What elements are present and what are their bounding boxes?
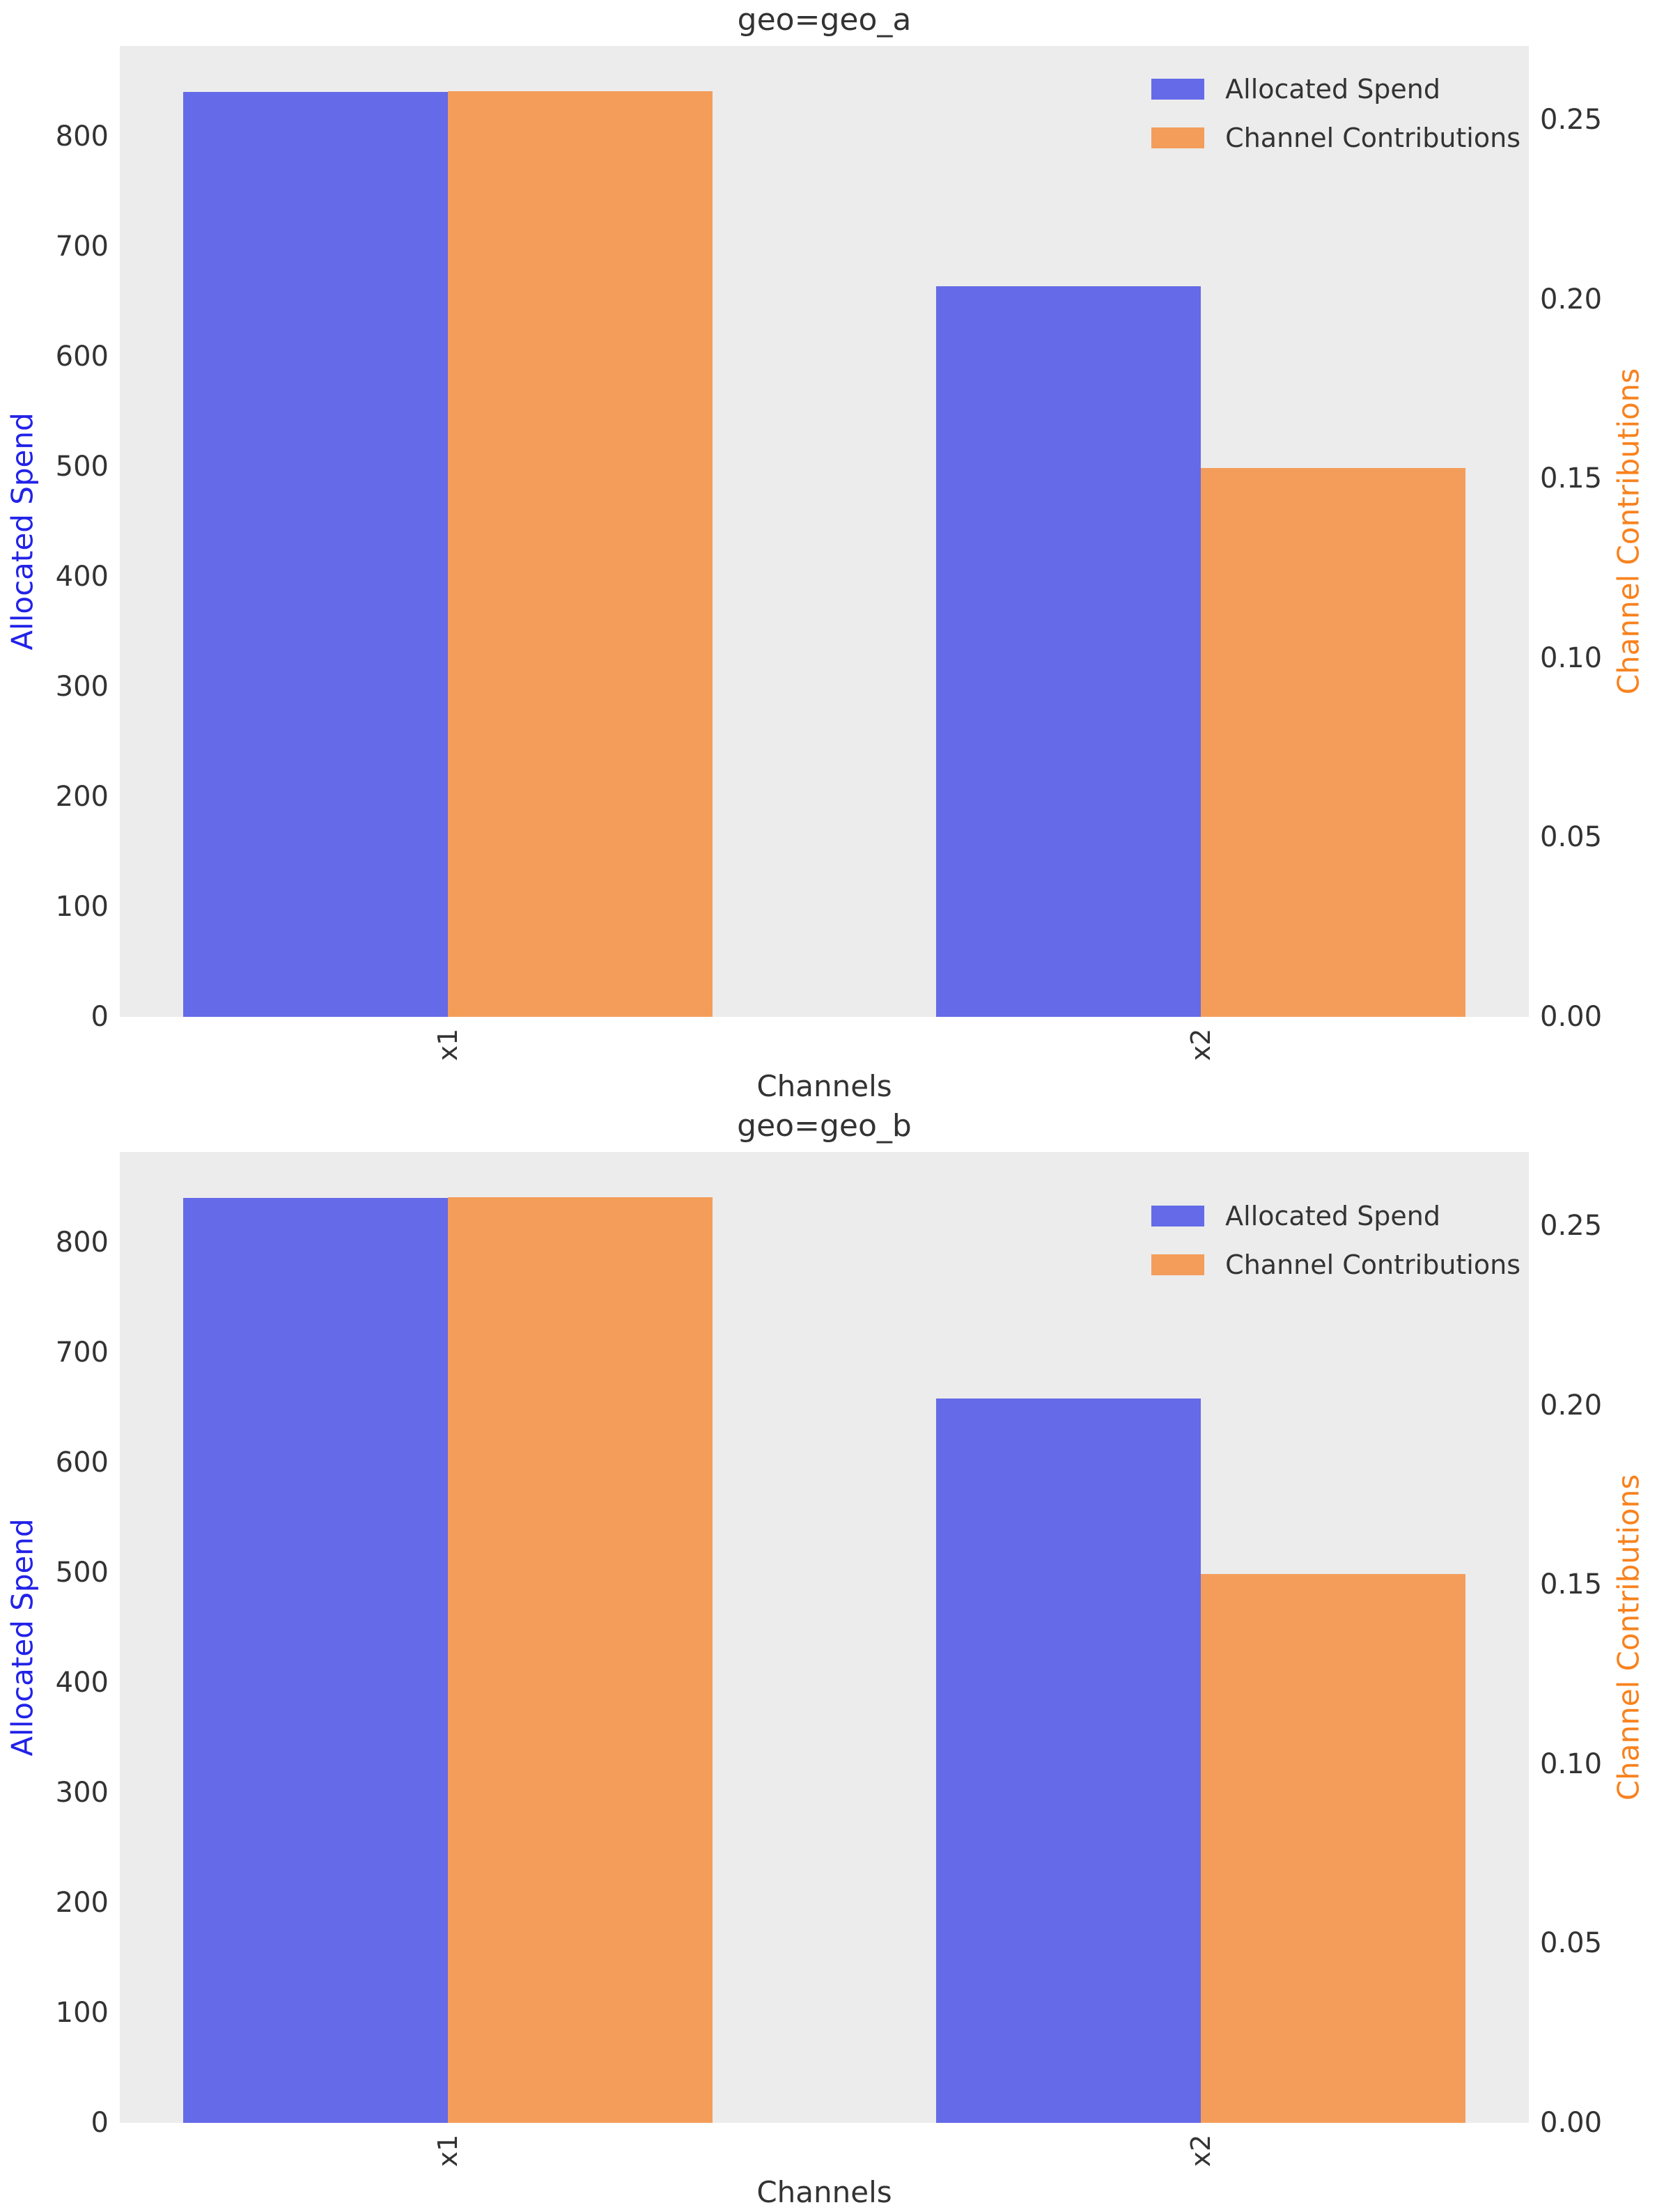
contribution-swatch-icon: [1151, 1254, 1205, 1275]
legend-entry-allocated-spend: Allocated Spend: [1151, 74, 1520, 104]
contribution-swatch-icon: [1151, 127, 1205, 148]
contribution-bar-x2: [1200, 467, 1465, 1017]
left-tick-700: 700: [55, 230, 109, 263]
x-tick-x2: x2: [1185, 1028, 1216, 1061]
left-tick-400: 400: [55, 560, 109, 593]
contribution-bar-x2: [1200, 1573, 1465, 2123]
legend-label: Allocated Spend: [1225, 74, 1441, 104]
contribution-bar-x1: [448, 1197, 713, 2123]
spend-swatch-icon: [1151, 79, 1205, 100]
left-tick-200: 200: [55, 1886, 109, 1919]
left-tick-200: 200: [55, 780, 109, 813]
left-tick-500: 500: [55, 450, 109, 483]
right-tick-0.15: 0.15: [1540, 1568, 1603, 1601]
spend-bar-x1: [183, 1198, 449, 2123]
chart-title: geo=geo_a: [737, 2, 912, 38]
spend-bar-x1: [183, 92, 449, 1017]
right-tick-0.20: 0.20: [1540, 283, 1603, 316]
left-tick-0: 0: [91, 1001, 109, 1033]
right-tick-0.05: 0.05: [1540, 1927, 1603, 1960]
legend-entry-allocated-spend: Allocated Spend: [1151, 1201, 1520, 1231]
left-tick-300: 300: [55, 1776, 109, 1809]
left-tick-800: 800: [55, 1226, 109, 1259]
spend-swatch-icon: [1151, 1206, 1205, 1226]
legend-label: Allocated Spend: [1225, 1201, 1441, 1231]
y-axis-label-right: Channel Contributions: [1611, 1474, 1646, 1801]
legend-label: Channel Contributions: [1225, 123, 1520, 153]
left-tick-500: 500: [55, 1556, 109, 1589]
legend-entry-channel-contributions: Channel Contributions: [1151, 1249, 1520, 1280]
left-tick-800: 800: [55, 120, 109, 153]
right-tick-0.00: 0.00: [1540, 2107, 1603, 2139]
left-tick-100: 100: [55, 1996, 109, 2029]
right-tick-0.20: 0.20: [1540, 1389, 1603, 1422]
right-tick-0.15: 0.15: [1540, 462, 1603, 495]
right-tick-0.25: 0.25: [1540, 104, 1603, 137]
x-tick-x2: x2: [1185, 2134, 1216, 2167]
y-axis-label-left: Allocated Spend: [5, 1518, 40, 1757]
subplot-geo-a: geo=geo_a Allocated Spend Channel Contri…: [5, 2, 1646, 1103]
right-tick-0.05: 0.05: [1540, 821, 1603, 854]
left-tick-600: 600: [55, 340, 109, 373]
legend: Allocated Spend Channel Contributions: [1151, 1201, 1520, 1280]
x-axis-label: Channels: [756, 2175, 892, 2209]
legend-entry-channel-contributions: Channel Contributions: [1151, 123, 1520, 153]
legend: Allocated Spend Channel Contributions: [1151, 74, 1520, 153]
left-tick-400: 400: [55, 1666, 109, 1699]
bars-container: [120, 46, 1529, 1017]
right-tick-0.10: 0.10: [1540, 1747, 1603, 1780]
right-tick-0.10: 0.10: [1540, 641, 1603, 674]
x-tick-x1: x1: [433, 1028, 464, 1061]
left-tick-300: 300: [55, 670, 109, 703]
contribution-bar-x1: [448, 91, 713, 1017]
subplot-geo-b: geo=geo_b Allocated Spend Channel Contri…: [0, 1106, 1657, 2212]
plot-area: Allocated Spend Channel Contributions: [120, 46, 1529, 1017]
y-axis-label-right: Channel Contributions: [1611, 368, 1646, 695]
x-tick-x1: x1: [433, 2134, 464, 2167]
right-tick-0.25: 0.25: [1540, 1210, 1603, 1243]
y-axis-label-left: Allocated Spend: [5, 412, 40, 651]
spend-bar-x2: [935, 286, 1201, 1017]
spend-bar-x2: [935, 1399, 1201, 2123]
left-tick-600: 600: [55, 1446, 109, 1479]
left-tick-700: 700: [55, 1336, 109, 1369]
legend-label: Channel Contributions: [1225, 1249, 1520, 1280]
left-tick-0: 0: [91, 2107, 109, 2139]
bars-container: [120, 1152, 1529, 2123]
left-tick-100: 100: [55, 890, 109, 923]
right-tick-0.00: 0.00: [1540, 1001, 1603, 1033]
chart-title: geo=geo_b: [737, 1108, 912, 1144]
x-axis-label: Channels: [756, 1069, 892, 1103]
plot-area: Allocated Spend Channel Contributions: [120, 1152, 1529, 2123]
